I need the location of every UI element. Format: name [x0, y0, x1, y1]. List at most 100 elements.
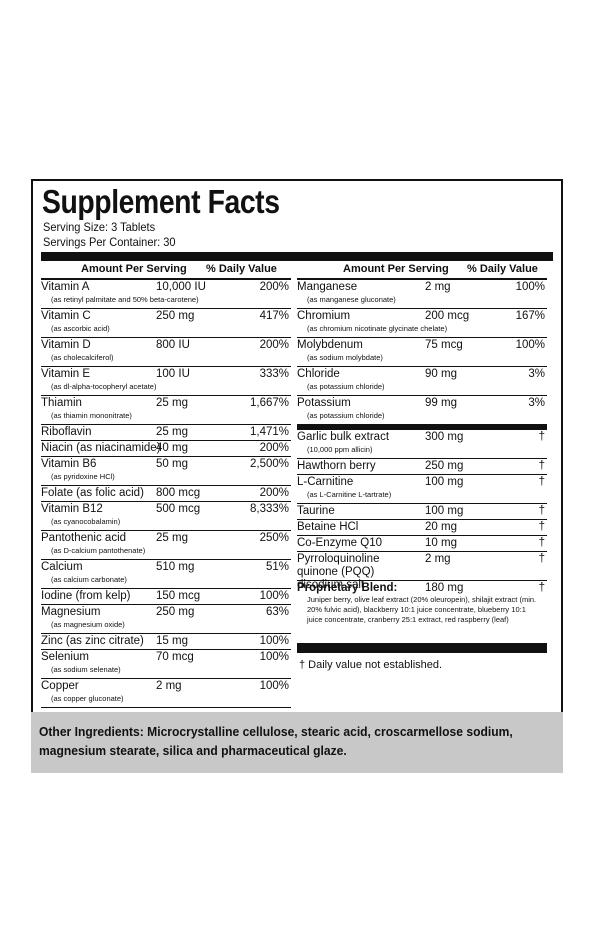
- nutrient-amount: 50 mg: [156, 458, 188, 470]
- nutrient-daily-value: 167%: [515, 310, 545, 322]
- nutrient-amount: 100 IU: [156, 368, 190, 380]
- nutrient-daily-value: †: [538, 553, 545, 565]
- nutrient-source: (as cholecalciferol): [51, 353, 114, 362]
- nutrient-name: Potassium: [297, 397, 351, 409]
- nutrient-row: Selenium 70 mcg 100% (as sodium selenate): [41, 650, 291, 679]
- nutrient-daily-value: 8,333%: [249, 503, 289, 515]
- nutrient-row: Hawthorn berry 250 mg †: [297, 459, 547, 475]
- nutrient-daily-value: 63%: [265, 606, 289, 618]
- nutrient-name: Selenium: [41, 651, 89, 663]
- footnote: † Daily value not established.: [299, 659, 443, 671]
- nutrient-row: Thiamin 25 mg 1,667% (as thiamin mononitrat…: [41, 396, 291, 425]
- nutrient-source: (as manganese gluconate): [307, 295, 396, 304]
- nutrient-daily-value: 200%: [259, 339, 289, 351]
- nutrient-name: Thiamin: [41, 397, 82, 409]
- nutrient-name: Hawthorn berry: [297, 460, 376, 472]
- nutrient-row: Folate (as folic acid) 800 mcg 200%: [41, 486, 291, 502]
- nutrient-daily-value: 1,471%: [249, 426, 289, 438]
- nutrient-row: Pyrroloquinoline quinone (PQQ) disodium …: [297, 552, 547, 591]
- nutrient-daily-value: 2,500%: [249, 458, 289, 470]
- nutrient-daily-value: 200%: [259, 281, 289, 293]
- nutrient-source: (as L-Carnitine L-tartrate): [307, 490, 392, 499]
- nutrient-amount: 75 mcg: [425, 339, 463, 351]
- nutrient-source: (as ascorbic acid): [51, 324, 110, 333]
- nutrient-amount: 150 mcg: [156, 590, 201, 602]
- nutrient-name: Vitamin B12: [41, 503, 103, 515]
- nutrient-row: Riboflavin 25 mg 1,471%: [41, 425, 291, 441]
- nutrient-amount: 25 mg: [156, 426, 188, 438]
- nutrient-source: (10,000 ppm allicin): [307, 445, 373, 454]
- nutrient-daily-value: 417%: [259, 310, 289, 322]
- nutrient-daily-value: †: [538, 460, 545, 472]
- nutrient-row: Betaine HCl 20 mg †: [297, 520, 547, 536]
- nutrient-amount: 10 mg: [425, 537, 457, 549]
- nutrient-row: Vitamin B12 500 mcg 8,333% (as cyanocobalam…: [41, 502, 291, 531]
- nutrient-row: Manganese 2 mg 100% (as manganese gluconate…: [297, 280, 547, 309]
- nutrient-name: Garlic bulk extract: [297, 431, 390, 443]
- nutrient-daily-value: 100%: [515, 281, 545, 293]
- nutrient-amount: 300 mg: [425, 431, 464, 443]
- nutrient-daily-value: 3%: [528, 397, 545, 409]
- nutrient-name: Magnesium: [41, 606, 101, 618]
- nutrient-source: (as copper gluconate): [51, 694, 124, 703]
- blend-amount: 180 mg: [425, 582, 464, 594]
- blend-dv: †: [538, 582, 545, 594]
- nutrient-amount: 2 mg: [156, 680, 182, 692]
- nutrient-source: (as retinyl palmitate and 50% beta-carot…: [51, 295, 199, 304]
- nutrient-daily-value: †: [538, 505, 545, 517]
- other-ingredients: Other Ingredients: Microcrystalline cell…: [31, 712, 563, 773]
- nutrient-daily-value: 333%: [259, 368, 289, 380]
- nutrient-column-right: Amount Per Serving % Daily Value Mangane…: [297, 261, 547, 671]
- blend-label: Proprietary Blend:: [297, 582, 398, 594]
- column-header: Amount Per Serving % Daily Value: [297, 261, 547, 280]
- nutrient-daily-value: 250%: [259, 532, 289, 544]
- nutrient-name: Vitamin D: [41, 339, 91, 351]
- nutrient-source: (as potassium chloride): [307, 382, 385, 391]
- nutrient-daily-value: 200%: [259, 442, 289, 454]
- nutrient-amount: 200 mcg: [425, 310, 470, 322]
- dv-header: % Daily Value: [206, 263, 277, 275]
- nutrient-amount: 2 mg: [425, 281, 451, 293]
- nutrient-source: (as potassium chloride): [307, 411, 385, 420]
- nutrient-daily-value: 100%: [259, 590, 289, 602]
- nutrient-source: (as sodium selenate): [51, 665, 121, 674]
- nutrient-row: Chromium 200 mcg 167% (as chromium nicotina…: [297, 309, 547, 338]
- nutrient-source: (as cyanocobalamin): [51, 517, 121, 526]
- nutrient-amount: 100 mg: [425, 505, 464, 517]
- nutrient-daily-value: 100%: [259, 680, 289, 692]
- nutrient-daily-value: 3%: [528, 368, 545, 380]
- other-ingredients-text: Other Ingredients: Microcrystalline cell…: [39, 724, 513, 758]
- nutrient-daily-value: 100%: [259, 635, 289, 647]
- nutrient-amount: 800 mcg: [156, 487, 201, 499]
- nutrient-source: (as dl-alpha-tocopheryl acetate): [51, 382, 157, 391]
- nutrient-row: Magnesium 250 mg 63% (as magnesium oxide): [41, 605, 291, 634]
- nutrient-amount: 510 mg: [156, 561, 195, 573]
- dv-header: % Daily Value: [467, 263, 538, 275]
- serving-size: Serving Size: 3 Tablets: [43, 220, 156, 234]
- nutrient-amount: 15 mg: [156, 635, 188, 647]
- nutrient-name: Chloride: [297, 368, 340, 380]
- nutrient-daily-value: 100%: [515, 339, 545, 351]
- nutrient-row: Vitamin A 10,000 IU 200% (as retinyl palmit…: [41, 280, 291, 309]
- column-header: Amount Per Serving % Daily Value: [41, 261, 291, 280]
- nutrient-row: Calcium 510 mg 51% (as calcium carbonate): [41, 560, 291, 589]
- nutrient-amount: 40 mg: [156, 442, 188, 454]
- nutrient-row: Copper 2 mg 100% (as copper gluconate): [41, 679, 291, 708]
- nutrient-row: L-Carnitine 100 mg † (as L-Carnitine L-tart…: [297, 475, 547, 504]
- nutrient-amount: 20 mg: [425, 521, 457, 533]
- nutrient-row: Iodine (from kelp) 150 mcg 100%: [41, 589, 291, 605]
- nutrient-row: Taurine 100 mg †: [297, 504, 547, 520]
- nutrient-daily-value: †: [538, 431, 545, 443]
- nutrient-amount: 100 mg: [425, 476, 464, 488]
- nutrient-row: Chloride 90 mg 3% (as potassium chloride): [297, 367, 547, 396]
- nutrient-daily-value: †: [538, 521, 545, 533]
- blend-ingredients: Juniper berry, olive leaf extract (20% o…: [307, 595, 537, 624]
- nutrient-name: Riboflavin: [41, 426, 92, 438]
- footnote-divider: [297, 644, 547, 653]
- panel-title: Supplement Facts: [42, 183, 280, 220]
- nutrient-amount: 70 mcg: [156, 651, 194, 663]
- nutrient-amount: 25 mg: [156, 532, 188, 544]
- nutrient-name: Copper: [41, 680, 79, 692]
- nutrient-name: Vitamin E: [41, 368, 91, 380]
- nutrient-amount: 250 mg: [156, 310, 195, 322]
